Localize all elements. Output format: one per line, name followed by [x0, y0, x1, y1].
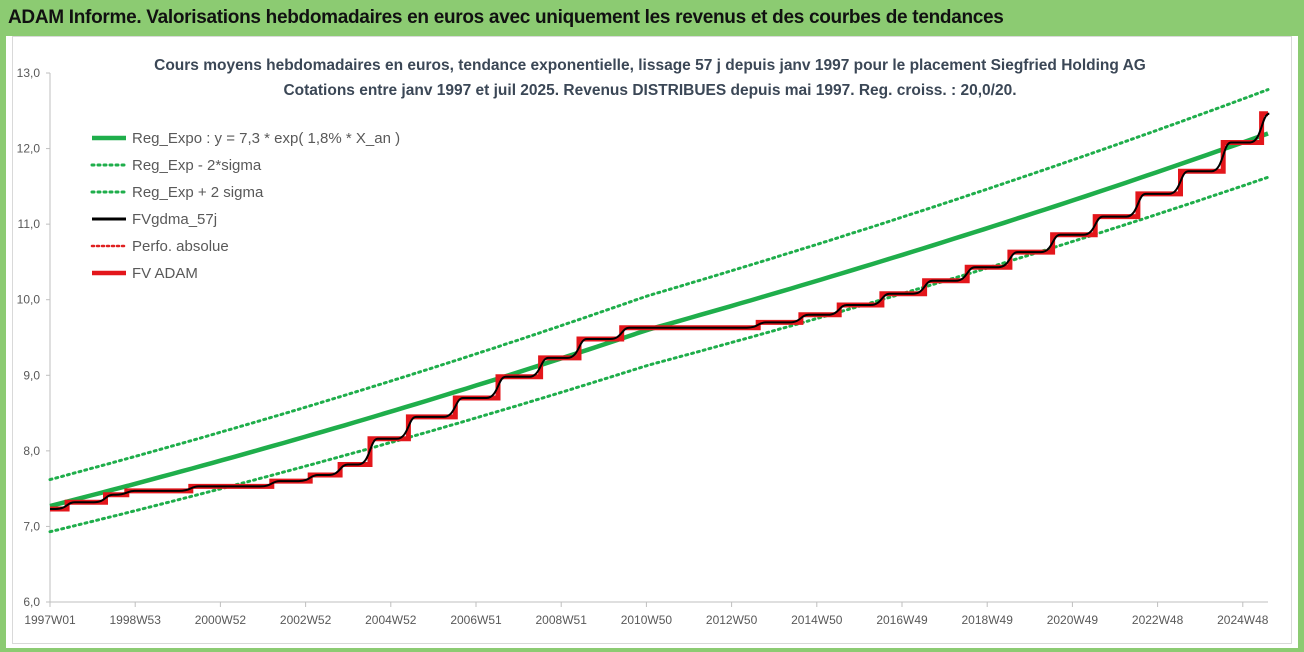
y-tick-label: 13,0 — [17, 66, 41, 80]
series-layer — [48, 88, 1270, 534]
x-tick-label: 2006W51 — [450, 613, 502, 627]
x-tick-label: 2000W52 — [195, 613, 247, 627]
chart-title: Cours moyens hebdomadaires en euros, ten… — [154, 57, 1146, 74]
legend-label-reg_plus: Reg_Exp + 2 sigma — [132, 184, 264, 201]
y-tick-label: 7,0 — [23, 519, 40, 533]
y-tick-label: 6,0 — [23, 595, 40, 609]
report-header: ADAM Informe. Valorisations hebdomadaire… — [0, 0, 1304, 36]
x-tick-label: 2012W50 — [706, 613, 758, 627]
legend-label-perfo: Perfo. absolue — [132, 238, 229, 255]
x-tick-label: 2016W49 — [876, 613, 928, 627]
y-tick-label: 11,0 — [18, 217, 41, 231]
chart-area-border — [12, 36, 1292, 644]
x-tick-label: 2004W52 — [365, 613, 417, 627]
y-tick-label: 8,0 — [23, 444, 40, 458]
report-title: ADAM Informe. Valorisations hebdomadaire… — [8, 7, 1004, 28]
legend-label-reg_minus: Reg_Exp - 2*sigma — [132, 157, 262, 174]
legend-label-fvgdma: FVgdma_57j — [132, 211, 217, 228]
y-tick-label: 10,0 — [17, 293, 41, 307]
x-tick-label: 2008W51 — [536, 613, 588, 627]
legend-label-fvadam: FV ADAM — [132, 265, 198, 282]
x-tick-label: 2018W49 — [962, 613, 1014, 627]
legend: Reg_Expo : y = 7,3 * exp( 1,8% * X_an ) R… — [90, 130, 400, 282]
x-tick-label: 1997W01 — [24, 613, 76, 627]
axes: 6,0 7,0 8,0 9,0 10,0 11,0 12,0 13,0 1997W01 1998W… — [17, 66, 1269, 627]
x-tick-label: 2010W50 — [621, 613, 673, 627]
fvgdma-57j-line — [50, 112, 1270, 510]
x-tick-label: 2020W49 — [1047, 613, 1099, 627]
y-tick-label: 9,0 — [23, 368, 40, 382]
x-tick-label: 1998W53 — [110, 613, 162, 627]
x-tick-label: 2014W50 — [791, 613, 843, 627]
legend-label-reg_expo: Reg_Expo : y = 7,3 * exp( 1,8% * X_an ) — [132, 130, 400, 147]
x-tick-label: 2002W52 — [280, 613, 332, 627]
chart-subtitle: Cotations entre janv 1997 et juil 2025. … — [283, 82, 1016, 99]
reg-plus-2sigma-line — [48, 88, 1270, 482]
chart-frame — [0, 36, 1304, 652]
y-tick-label: 12,0 — [17, 142, 41, 156]
x-tick-label: 2024W48 — [1217, 613, 1269, 627]
reg-minus-2sigma-line — [48, 175, 1270, 534]
x-tick-label: 2022W48 — [1132, 613, 1184, 627]
